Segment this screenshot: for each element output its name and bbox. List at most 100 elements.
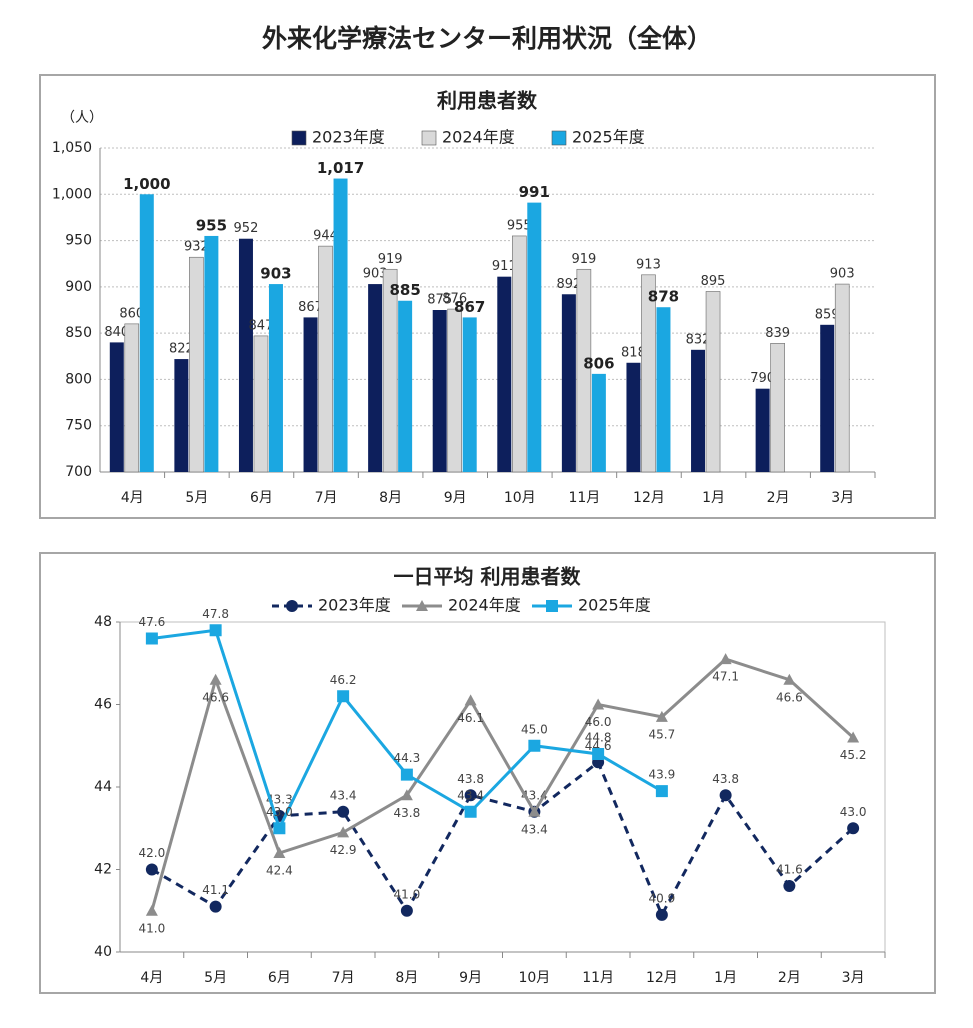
value-label: 822 bbox=[169, 342, 194, 357]
x-tick-label: 11月 bbox=[582, 970, 614, 986]
value-label: 790 bbox=[750, 371, 775, 386]
y-tick-label: 950 bbox=[65, 233, 92, 249]
y-tick-label: 1,000 bbox=[52, 186, 92, 202]
bar bbox=[268, 284, 283, 472]
value-label: 43.8 bbox=[457, 772, 484, 786]
value-label: 43.0 bbox=[266, 805, 293, 819]
chart-title: 利用患者数 bbox=[437, 89, 538, 113]
x-tick-label: 8月 bbox=[379, 490, 402, 506]
x-tick-label: 10月 bbox=[518, 970, 550, 986]
bar bbox=[462, 317, 477, 472]
x-tick-label: 6月 bbox=[268, 970, 291, 986]
bar bbox=[691, 349, 706, 472]
bar bbox=[820, 324, 835, 472]
value-label: 839 bbox=[765, 326, 790, 341]
value-label: 919 bbox=[571, 252, 596, 267]
x-tick-label: 1月 bbox=[714, 970, 737, 986]
value-label: 840 bbox=[104, 325, 129, 340]
point bbox=[400, 904, 413, 917]
value-label: 903 bbox=[363, 267, 388, 282]
value-label: 42.4 bbox=[266, 864, 293, 878]
value-label: 42.0 bbox=[139, 846, 166, 860]
value-label: 913 bbox=[636, 257, 661, 272]
bar bbox=[432, 310, 447, 472]
y-tick-label: 700 bbox=[65, 464, 92, 480]
value-label: 895 bbox=[701, 274, 726, 289]
point bbox=[209, 624, 222, 637]
bar bbox=[834, 283, 850, 473]
value-label: 47.6 bbox=[139, 615, 166, 629]
x-tick-label: 11月 bbox=[568, 490, 600, 506]
value-label: 44.3 bbox=[394, 751, 421, 765]
legend-swatch bbox=[551, 130, 567, 146]
point bbox=[592, 748, 605, 760]
x-tick-label: 7月 bbox=[332, 970, 355, 986]
value-label: 47.8 bbox=[202, 607, 229, 621]
value-label: 45.2 bbox=[840, 748, 867, 762]
x-tick-label: 5月 bbox=[185, 490, 208, 506]
point bbox=[400, 768, 413, 781]
bar bbox=[303, 317, 318, 472]
bar bbox=[333, 178, 348, 472]
y-unit: （人） bbox=[61, 110, 103, 126]
point bbox=[337, 805, 350, 818]
value-label: 1,017 bbox=[317, 159, 364, 177]
value-label: 1,000 bbox=[123, 175, 170, 193]
bar bbox=[447, 308, 463, 473]
value-label: 892 bbox=[556, 277, 581, 292]
series-line bbox=[150, 657, 855, 912]
value-label: 46.2 bbox=[330, 673, 357, 687]
bar bbox=[382, 268, 398, 473]
x-tick-label: 2月 bbox=[778, 970, 801, 986]
legend-marker bbox=[286, 600, 298, 612]
value-label: 41.1 bbox=[202, 883, 229, 897]
chart-title: 一日平均 利用患者数 bbox=[394, 565, 582, 589]
x-tick-label: 9月 bbox=[444, 490, 467, 506]
value-label: 876 bbox=[442, 292, 467, 307]
value-label: 859 bbox=[815, 307, 840, 322]
bar bbox=[641, 274, 656, 473]
value-label: 43.4 bbox=[457, 788, 484, 802]
point bbox=[847, 731, 860, 743]
point bbox=[145, 863, 158, 876]
value-label: 40.9 bbox=[649, 891, 676, 905]
legend-marker bbox=[546, 600, 558, 612]
value-label: 43.8 bbox=[712, 772, 739, 786]
legend-label: 2025年度 bbox=[572, 128, 645, 147]
value-label: 903 bbox=[830, 267, 855, 282]
y-tick-label: 900 bbox=[65, 279, 92, 295]
value-label: 875 bbox=[427, 293, 452, 308]
value-label: 860 bbox=[119, 306, 144, 321]
value-label: 932 bbox=[184, 240, 209, 255]
y-tick-label: 44 bbox=[94, 779, 112, 795]
point bbox=[655, 710, 668, 722]
bar bbox=[770, 343, 785, 473]
x-tick-label: 5月 bbox=[204, 970, 227, 986]
x-tick-label: 12月 bbox=[646, 970, 678, 986]
legend-label: 2023年度 bbox=[312, 128, 385, 147]
x-tick-label: 7月 bbox=[315, 490, 338, 506]
value-label: 919 bbox=[378, 252, 403, 267]
value-label: 43.4 bbox=[330, 788, 357, 802]
point bbox=[592, 698, 605, 710]
value-label: 46.6 bbox=[776, 690, 803, 704]
bar bbox=[497, 276, 512, 472]
bar bbox=[755, 388, 770, 472]
value-label: 867 bbox=[298, 300, 323, 315]
point bbox=[847, 822, 860, 835]
x-tick-label: 4月 bbox=[121, 490, 144, 506]
bar bbox=[398, 300, 413, 472]
x-tick-label: 9月 bbox=[459, 970, 482, 986]
value-label: 885 bbox=[389, 281, 420, 299]
bar bbox=[189, 256, 204, 473]
value-label: 43.9 bbox=[649, 768, 676, 782]
value-label: 41.6 bbox=[776, 863, 803, 877]
x-tick-label: 2月 bbox=[767, 490, 790, 506]
bar bbox=[109, 342, 124, 472]
x-tick-label: 3月 bbox=[831, 490, 854, 506]
bar bbox=[626, 362, 641, 472]
point bbox=[209, 673, 222, 685]
legend-label: 2024年度 bbox=[442, 128, 515, 147]
value-label: 991 bbox=[519, 183, 550, 201]
